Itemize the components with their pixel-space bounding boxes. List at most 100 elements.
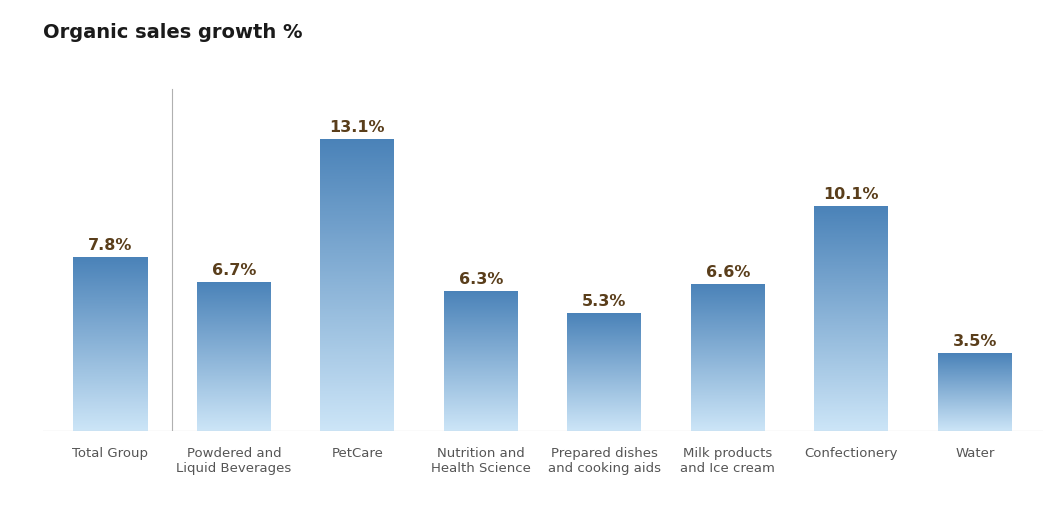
Bar [73,403,148,404]
Bar [73,341,148,342]
Bar [814,362,888,363]
Bar [73,332,148,333]
Bar [73,389,148,390]
Bar [814,405,888,406]
Bar [320,145,395,146]
Bar [73,266,148,267]
Bar [320,270,395,271]
Bar [73,422,148,423]
Bar [73,305,148,306]
Bar [814,378,888,379]
Bar [320,225,395,226]
Bar [320,304,395,305]
Bar [73,370,148,371]
Bar [814,314,888,315]
Bar [814,223,888,224]
Bar [814,234,888,235]
Bar [320,410,395,411]
Text: Organic sales growth %: Organic sales growth % [43,23,302,42]
Bar [320,326,395,327]
Bar [73,361,148,362]
Bar [320,364,395,365]
Bar [320,294,395,295]
Bar [320,379,395,380]
Bar [320,415,395,416]
Bar [814,298,888,299]
Bar [814,406,888,407]
Bar [73,313,148,314]
Bar [320,422,395,423]
Bar [320,290,395,291]
Bar [320,165,395,166]
Bar [73,310,148,311]
Bar [814,297,888,298]
Bar [320,307,395,308]
Bar [320,166,395,167]
Bar [814,256,888,257]
Bar [814,229,888,230]
Bar [320,330,395,331]
Bar [73,346,148,347]
Bar [320,385,395,386]
Bar [814,262,888,263]
Bar [320,359,395,360]
Bar [814,224,888,225]
Bar [73,259,148,260]
Bar [320,370,395,371]
Bar [814,263,888,264]
Bar [320,251,395,252]
Bar [814,337,888,338]
Bar [320,376,395,377]
Bar [73,299,148,300]
Bar [320,356,395,357]
Bar [73,336,148,337]
Bar [73,427,148,428]
Bar [320,387,395,388]
Bar [320,168,395,169]
Bar [73,345,148,346]
Bar [73,260,148,261]
Bar [814,384,888,385]
Bar [73,355,148,356]
Bar [320,404,395,405]
Bar [73,311,148,312]
Bar [814,320,888,321]
Bar [814,324,888,325]
Bar [320,159,395,160]
Bar [320,164,395,165]
Bar [814,225,888,226]
Bar [320,252,395,253]
Bar [73,412,148,413]
Bar [73,350,148,351]
Bar [320,176,395,177]
Bar [320,313,395,315]
Bar [814,413,888,414]
Bar [320,291,395,292]
Bar [320,279,395,280]
Bar [320,241,395,242]
Bar [814,380,888,381]
Bar [73,257,148,258]
Bar [73,274,148,275]
Bar [320,375,395,376]
Bar [320,206,395,207]
Bar [814,346,888,347]
Bar [320,259,395,260]
Bar [320,341,395,342]
Bar [814,218,888,219]
Bar [320,288,395,289]
Bar [320,268,395,269]
Bar [320,424,395,426]
Bar [320,369,395,370]
Bar [320,177,395,178]
Bar [73,386,148,387]
Bar [73,376,148,377]
Bar [320,215,395,216]
Bar [320,389,395,390]
Bar [320,399,395,400]
Bar [814,369,888,370]
Bar [320,377,395,378]
Bar [73,330,148,331]
Bar [73,342,148,343]
Bar [814,215,888,216]
